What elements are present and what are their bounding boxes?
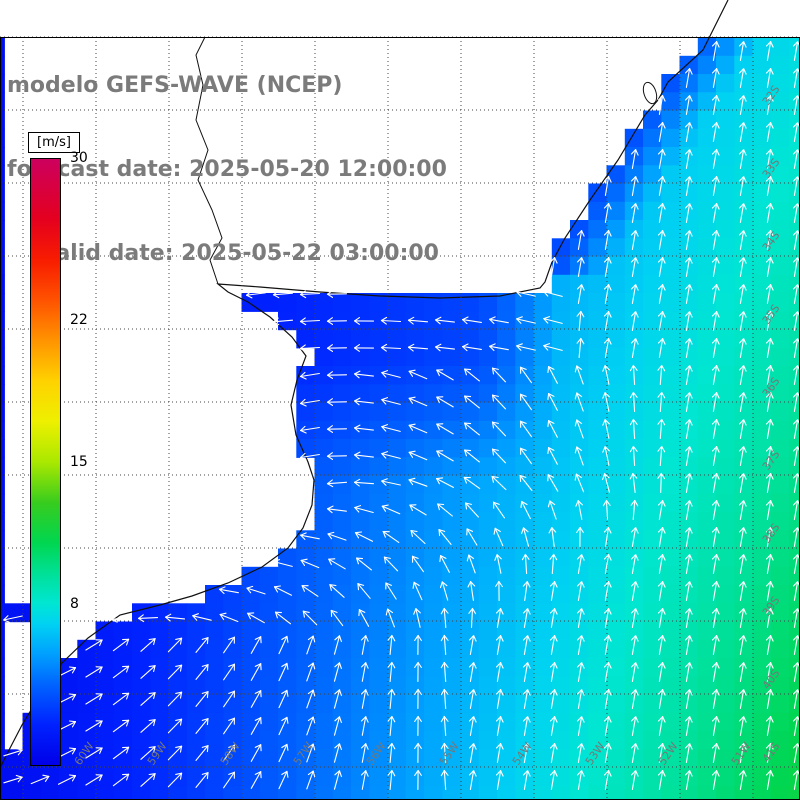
wind-vectors: [3, 41, 800, 791]
valid-date: valid date: 2025-05-22 03:00:00: [41, 241, 439, 266]
colorbar-tick-label: 22: [70, 312, 88, 329]
colorbar-gradient: [30, 158, 61, 766]
colorbar-tick-label: 15: [70, 454, 88, 470]
coastal-lagoon: [642, 81, 658, 105]
colorbar-unit-label: [m/s]: [28, 132, 80, 153]
colorbar: [m/s] 30 22 15 8: [28, 132, 138, 792]
wind-speed-field: [0, 37, 800, 800]
colorbar-tick-label: 8: [70, 595, 79, 612]
river-line: [195, 36, 223, 285]
coastline: [0, 0, 729, 769]
title-block: modelo GEFS-WAVE (NCEP) forecast date: 2…: [7, 16, 447, 324]
model-title: modelo GEFS-WAVE (NCEP): [7, 73, 343, 98]
colorbar-tick-label: 30: [70, 150, 88, 166]
